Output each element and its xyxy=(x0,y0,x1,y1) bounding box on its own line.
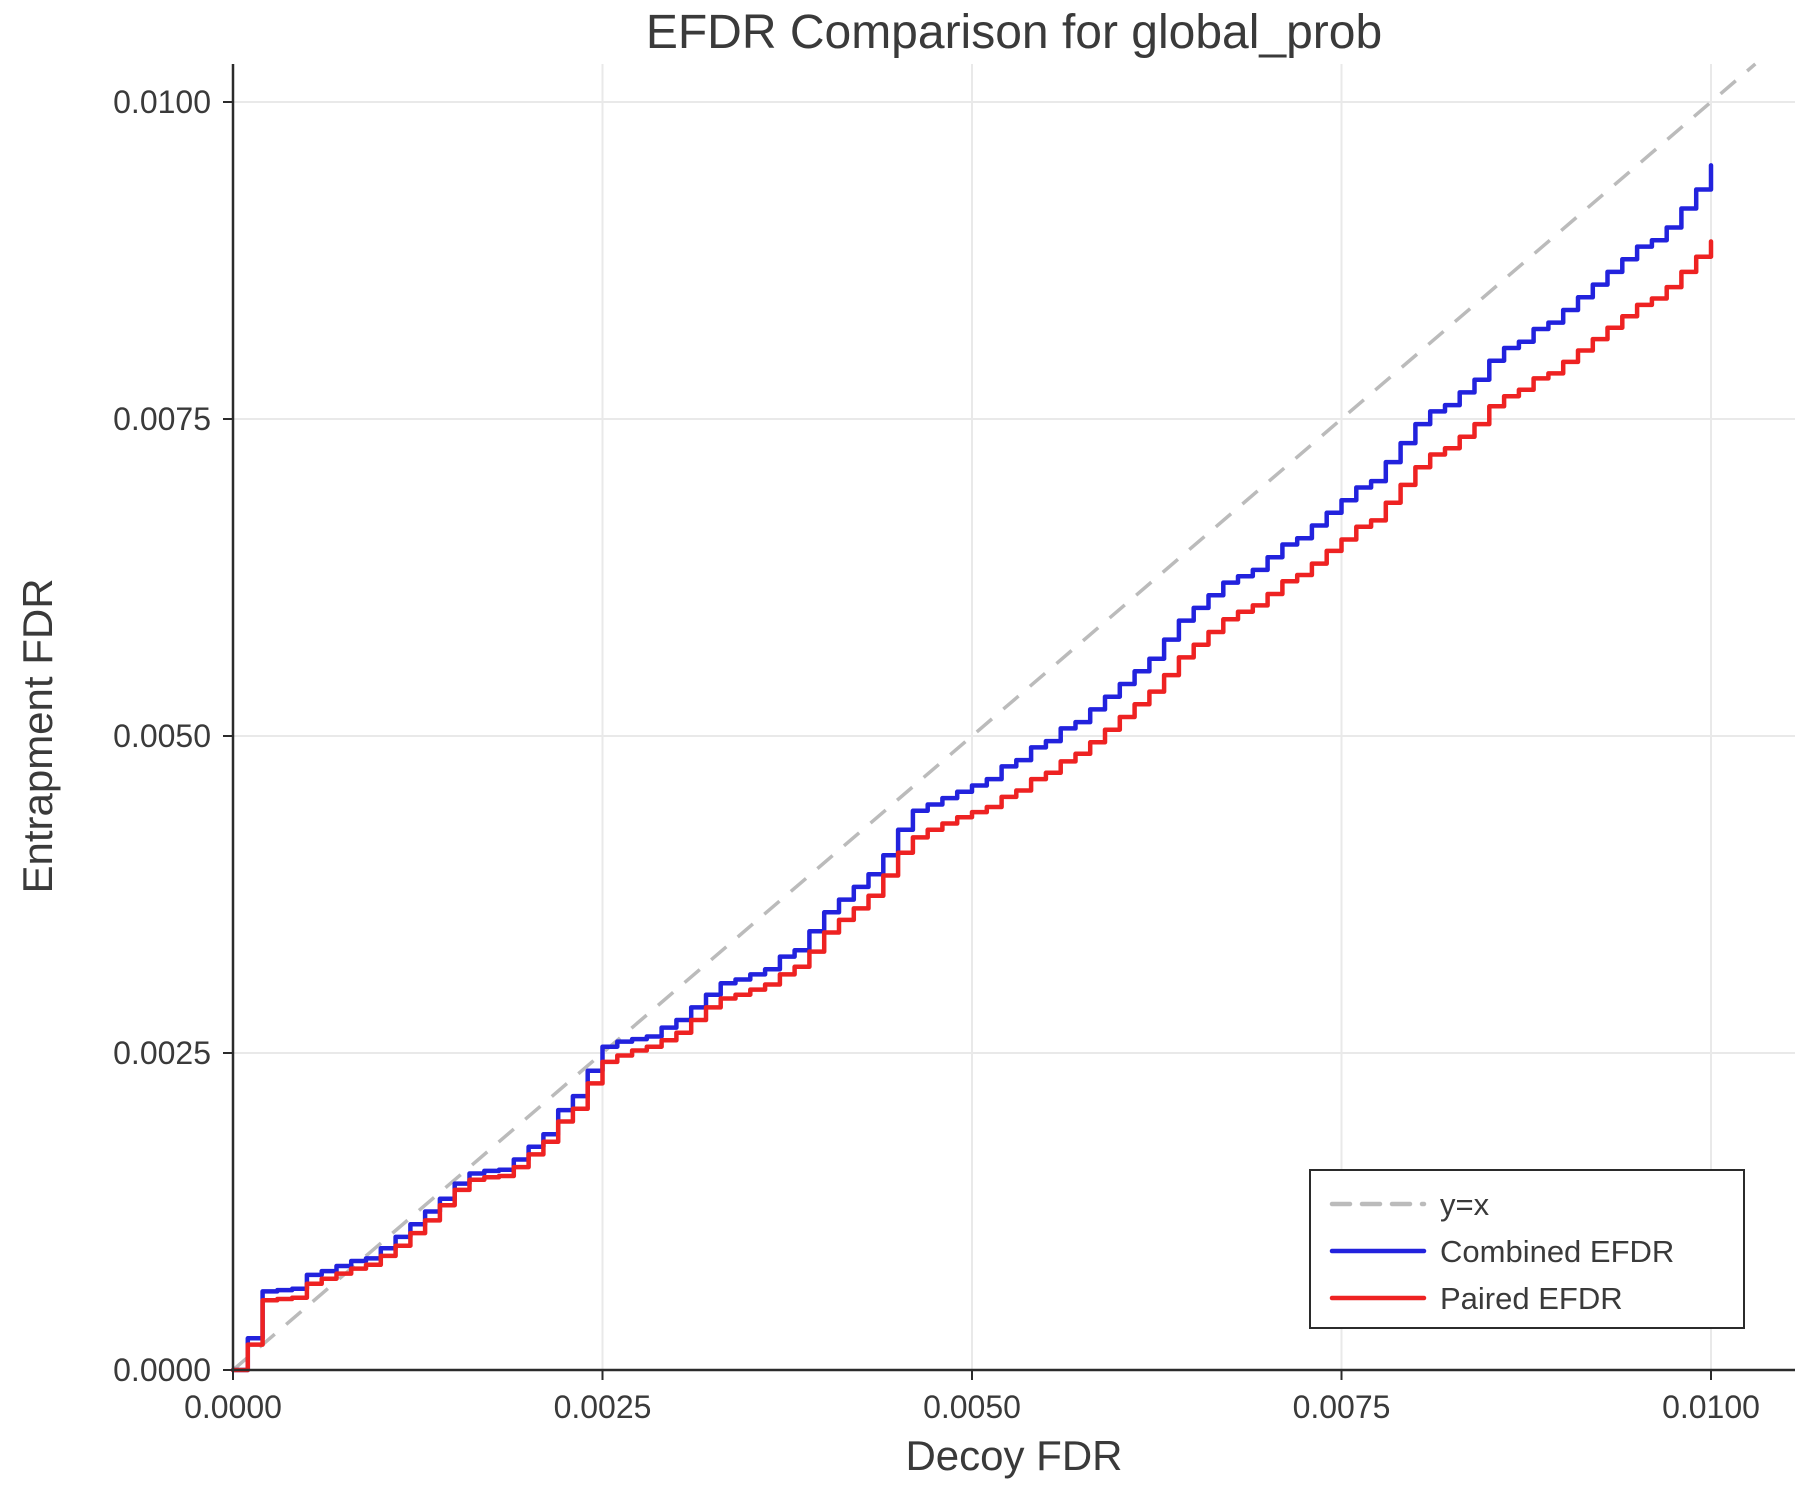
y-tick-label: 0.0025 xyxy=(113,1035,211,1071)
x-tick-label: 0.0000 xyxy=(184,1389,282,1425)
y-tick-label: 0.0075 xyxy=(113,401,211,437)
legend: y=x Combined EFDR Paired EFDR xyxy=(1309,1169,1745,1329)
y-tick-label: 0.0100 xyxy=(113,84,211,120)
paired-efdr-line xyxy=(230,239,1714,1373)
y-tick-labels: 0.0000 0.0025 0.0050 0.0075 0.0100 xyxy=(113,84,211,1388)
y-tick-label: 0.0050 xyxy=(113,718,211,754)
x-tick-label: 0.0075 xyxy=(1293,1389,1391,1425)
combined-efdr-line xyxy=(230,163,1714,1373)
x-tick-label: 0.0050 xyxy=(923,1389,1021,1425)
y-axis-label: Entrapment FDR xyxy=(14,578,61,893)
x-tick-label: 0.0025 xyxy=(554,1389,652,1425)
gridlines xyxy=(233,64,1795,1370)
legend-label-y-equals-x: y=x xyxy=(1440,1187,1490,1222)
legend-label-combined-efdr: Combined EFDR xyxy=(1440,1234,1674,1269)
y-tick-label: 0.0000 xyxy=(113,1352,211,1388)
tick-marks xyxy=(223,101,1712,1380)
chart-title: EFDR Comparison for global_prob xyxy=(646,6,1382,59)
x-tick-label: 0.0100 xyxy=(1662,1389,1760,1425)
y-equals-x-line xyxy=(231,62,1757,1372)
x-axis-label: Decoy FDR xyxy=(905,1432,1122,1479)
legend-label-paired-efdr: Paired EFDR xyxy=(1440,1281,1623,1316)
x-tick-labels: 0.0000 0.0025 0.0050 0.0075 0.0100 xyxy=(184,1389,1760,1425)
